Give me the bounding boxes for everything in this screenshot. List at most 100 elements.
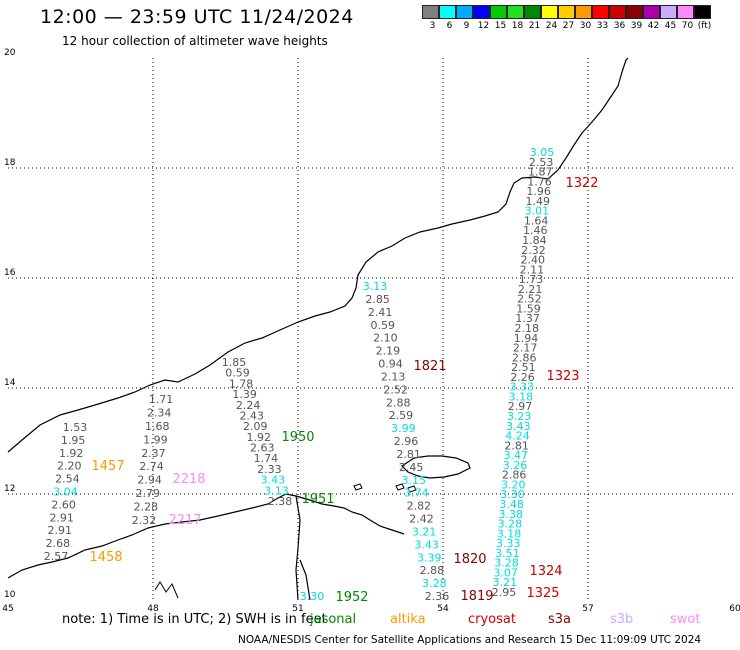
- swh-value-label: 2.54: [55, 473, 80, 486]
- swh-value-label: 1.92: [59, 447, 84, 460]
- color-swatch: [677, 5, 694, 19]
- color-swatch-label: 3: [429, 21, 436, 31]
- legend-item: altika: [390, 612, 426, 627]
- color-swatch: [643, 5, 660, 19]
- color-swatch-label: 6: [446, 21, 453, 31]
- swh-value-label: 1.64: [524, 214, 549, 227]
- swh-value-label: 2.95: [492, 586, 517, 599]
- color-scale: [422, 5, 711, 19]
- swh-value-label: 2.32: [132, 514, 157, 527]
- pass-time-label: 1819: [460, 589, 493, 604]
- swh-value-label: 2.10: [373, 332, 398, 345]
- swh-value-label: 1.85: [222, 356, 247, 369]
- swh-value-label: 2.24: [236, 399, 261, 412]
- swh-value-label: 2.97: [508, 400, 533, 413]
- swh-value-label: 2.59: [389, 409, 414, 422]
- color-swatch: [507, 5, 524, 19]
- swh-value-label: 2.21: [518, 283, 543, 296]
- swh-value-label: 1.96: [526, 185, 551, 198]
- swh-value-label: 2.20: [57, 460, 82, 473]
- swh-value-label: 1.74: [254, 452, 279, 465]
- color-swatch: [575, 5, 592, 19]
- legend-item: s3b: [610, 612, 634, 627]
- color-swatch: [541, 5, 558, 19]
- legend-item: s3a: [548, 612, 572, 627]
- swh-value-label: 2.34: [147, 406, 172, 419]
- swh-value-label: 2.53: [529, 156, 554, 169]
- swh-value-label: 2.91: [49, 511, 74, 524]
- swh-value-label: 2.52: [383, 383, 408, 396]
- color-swatch-label: 12: [477, 21, 490, 31]
- color-swatch-label: 24: [545, 21, 558, 31]
- swh-value-label: 3.74: [404, 487, 429, 500]
- swh-value-label: 1.92: [247, 431, 272, 444]
- map-grid: 45 48 51 54 57 60 20 18 16 14 12 10: [2, 48, 740, 614]
- swh-value-label: 2.33: [257, 463, 282, 476]
- small-islet: [353, 483, 417, 493]
- swh-value-label: 1.84: [522, 234, 547, 247]
- swh-value-label: 3.13: [363, 280, 388, 293]
- swh-value-label: 2.88: [420, 564, 445, 577]
- swh-value-label: 2.38: [268, 495, 293, 508]
- swh-value-label: 0.59: [371, 319, 396, 332]
- swh-value-label: 1.87: [528, 166, 553, 179]
- swh-value-label: 2.81: [396, 448, 421, 461]
- swh-value-label: 2.88: [386, 396, 411, 409]
- swh-value-label: 4.24: [505, 430, 530, 443]
- color-swatch-label: 45: [664, 21, 677, 31]
- swh-value-label: 2.96: [394, 435, 419, 448]
- pass-time-label: 1322: [565, 176, 598, 191]
- swh-value-label: 3.20: [501, 478, 526, 491]
- lon-tick-label: 45: [2, 604, 13, 614]
- legend-item: jasonal: [310, 612, 357, 627]
- swh-value-label: 2.52: [517, 293, 542, 306]
- swh-value-label: 3.47: [504, 449, 529, 462]
- swh-value-label: 3.30: [500, 488, 525, 501]
- color-swatch: [524, 5, 541, 19]
- pass-time-label: 1950: [281, 430, 314, 445]
- swh-value-label: 1.46: [523, 224, 548, 237]
- pass-time-label: 1952: [335, 590, 368, 605]
- color-swatch-label: 33: [596, 21, 609, 31]
- swh-value-label: 2.17: [513, 342, 538, 355]
- swh-value-label: 2.86: [502, 469, 527, 482]
- color-swatch: [592, 5, 609, 19]
- lat-tick-label: 16: [4, 268, 16, 278]
- pass-time-label: 1458: [89, 550, 122, 565]
- pass-time-label: 1323: [546, 369, 579, 384]
- pass-time-label: 2217: [168, 513, 201, 528]
- swh-value-label: 1.59: [516, 302, 541, 315]
- swh-value-label: 2.94: [137, 474, 162, 487]
- color-swatch: [473, 5, 490, 19]
- color-swatch-label: 70: [681, 21, 694, 31]
- lon-tick-label: 48: [147, 604, 159, 614]
- legend-item: swot: [670, 612, 701, 627]
- swh-value-label: 3.28: [422, 577, 447, 590]
- socotra-island: [401, 455, 471, 479]
- legend-item: cryosat: [468, 612, 516, 627]
- pass-time-label: 1457: [91, 459, 124, 474]
- swh-value-label: 3.99: [391, 422, 416, 435]
- color-swatch: [439, 5, 456, 19]
- color-swatch-label: 21: [528, 21, 541, 31]
- coastline-south: [7, 493, 405, 579]
- coast-rivermouth: [295, 495, 311, 601]
- coastline-north: [7, 57, 629, 453]
- swh-value-label: 3.28: [494, 557, 519, 570]
- color-swatch-label: 9: [463, 21, 470, 31]
- lon-tick-label: 51: [292, 604, 303, 614]
- swh-value-label: 3.33: [496, 537, 521, 550]
- swh-value-label: 2.57: [44, 550, 69, 563]
- swh-value-label: 2.79: [136, 487, 161, 500]
- swh-value-label: 2.09: [243, 420, 268, 433]
- lat-tick-label: 10: [4, 590, 16, 600]
- lat-tick-label: 20: [4, 48, 16, 58]
- color-swatch-label: 30: [579, 21, 592, 31]
- swh-value-label: 3.51: [495, 547, 520, 560]
- track-labels: 1.531.951.922.202.543.042.602.912.912.68…: [44, 146, 599, 605]
- pass-time-label: 1324: [529, 564, 562, 579]
- color-swatch: [490, 5, 507, 19]
- swh-value-label: 1.76: [527, 175, 552, 188]
- swh-value-label: 0.59: [225, 367, 250, 380]
